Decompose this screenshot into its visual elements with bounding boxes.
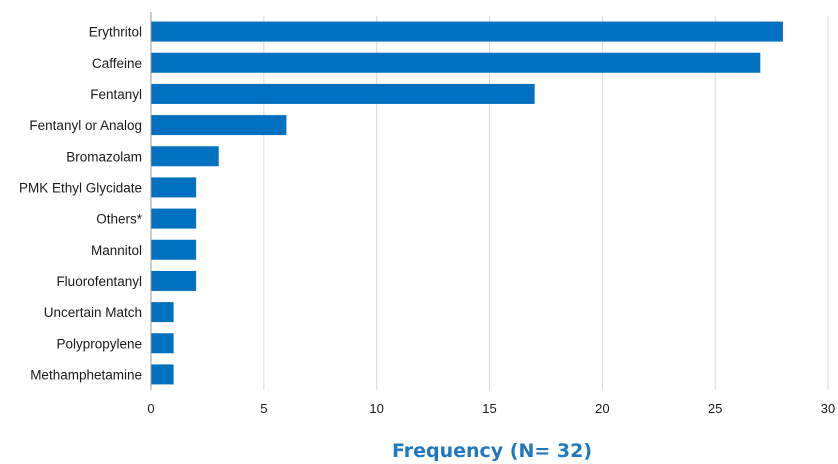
category-label: Bromazolam [66, 149, 142, 164]
bar [151, 270, 197, 291]
bar [151, 239, 197, 260]
bar [151, 333, 174, 354]
bars [151, 21, 783, 385]
gridlines [263, 16, 829, 390]
bar [151, 177, 197, 198]
bar [151, 83, 535, 104]
category-labels: Erythritol Caffeine Fentanyl Fentanyl or An… [19, 25, 143, 383]
category-label: Methamphetamine [30, 367, 142, 382]
category-label: Polypropylene [56, 336, 142, 351]
bar [151, 208, 197, 229]
x-tick-label: 30 [821, 401, 835, 416]
x-tick-label: 10 [369, 401, 383, 416]
x-tick-labels: 0 5 10 15 20 25 30 [147, 401, 835, 416]
bar [151, 21, 783, 42]
x-tick-label: 0 [147, 401, 154, 416]
bar [151, 302, 174, 323]
category-label: Others* [96, 212, 143, 227]
category-label: Fentanyl [90, 87, 142, 102]
category-label: Uncertain Match [44, 305, 142, 320]
category-label: Fentanyl or Analog [29, 118, 142, 133]
x-tick-label: 15 [482, 401, 496, 416]
bar [151, 115, 287, 136]
x-tick-label: 20 [595, 401, 609, 416]
category-label: Mannitol [91, 243, 142, 258]
x-tick-label: 5 [260, 401, 267, 416]
category-label: Caffeine [92, 56, 142, 71]
category-label: Fluorofentanyl [56, 274, 142, 289]
bar [151, 364, 174, 385]
category-label: Erythritol [89, 25, 142, 40]
x-axis-label: Frequency (N= 32) [391, 440, 593, 462]
bar [151, 52, 761, 73]
x-tick-label: 25 [708, 401, 722, 416]
bar [151, 146, 219, 167]
category-label: PMK Ethyl Glycidate [19, 180, 142, 195]
